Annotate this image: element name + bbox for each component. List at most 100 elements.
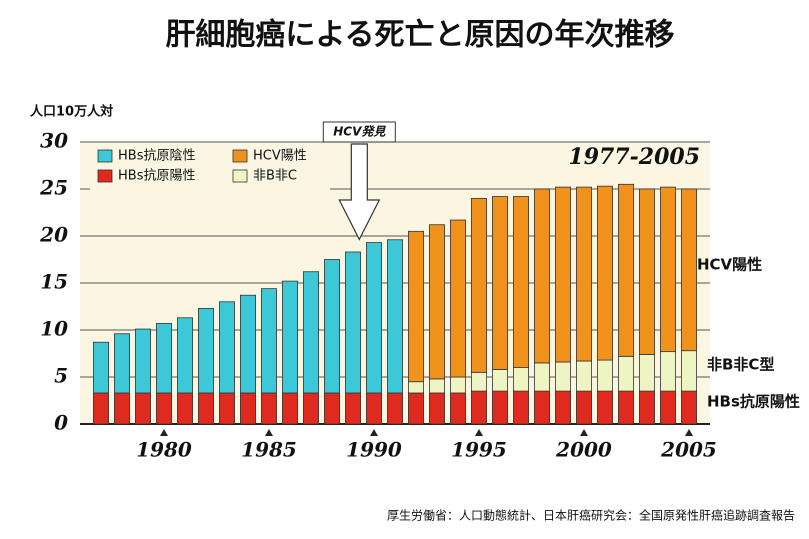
annotation-box bbox=[322, 121, 396, 143]
bar-segment bbox=[156, 392, 172, 425]
bar-segment bbox=[408, 230, 424, 383]
x-tick-label: 1995 bbox=[451, 438, 507, 462]
bar-segment bbox=[471, 390, 487, 425]
bar-segment bbox=[492, 390, 508, 425]
x-tick-label: 2000 bbox=[555, 438, 612, 462]
bar-segment bbox=[513, 390, 529, 425]
bar-segment bbox=[219, 392, 235, 425]
legend-label: HBs抗原陽性 bbox=[118, 169, 195, 184]
bar-segment bbox=[450, 219, 466, 378]
legend-swatch bbox=[97, 169, 113, 183]
y-axis-label: 人口10万人対 bbox=[30, 104, 113, 120]
bar-segment bbox=[261, 392, 277, 425]
y-tick-label: 30 bbox=[40, 129, 68, 153]
x-tick-mark bbox=[160, 429, 168, 436]
bar-segment bbox=[639, 354, 655, 392]
bar-segment bbox=[576, 186, 592, 362]
legend-swatch bbox=[97, 149, 113, 163]
bar-segment bbox=[660, 390, 676, 425]
bar-segment bbox=[492, 369, 508, 392]
bar-segment bbox=[282, 280, 298, 394]
bar-segment bbox=[639, 390, 655, 425]
bar-segment bbox=[177, 392, 193, 425]
x-tick-label: 1980 bbox=[136, 438, 192, 462]
bar-segment bbox=[576, 360, 592, 392]
x-tick-label: 1990 bbox=[346, 438, 402, 462]
bar-segment bbox=[471, 371, 487, 392]
bar-segment bbox=[555, 390, 571, 425]
bar-segment bbox=[597, 359, 613, 392]
bar-segment bbox=[324, 259, 340, 394]
bar-segment bbox=[114, 392, 130, 425]
bar-segment bbox=[534, 188, 550, 364]
legend-label: HCV陽性 bbox=[253, 149, 307, 164]
x-tick-mark bbox=[370, 429, 378, 436]
bar-segment bbox=[219, 301, 235, 394]
bar-segment bbox=[240, 294, 256, 394]
bar-segment bbox=[345, 251, 361, 394]
chart-title: 肝細胞癌による死亡と原因の年次推移 bbox=[165, 18, 674, 53]
source: 厚生労働省：人口動態統計、日本肝癌研究会：全国原発性肝癌追跡調査報告 bbox=[387, 508, 795, 523]
bar-segment bbox=[366, 392, 382, 425]
bar-segment bbox=[534, 390, 550, 425]
y-tick-label: 20 bbox=[39, 223, 68, 247]
bar-segment bbox=[555, 361, 571, 392]
bar-segment bbox=[114, 333, 130, 394]
bar-segment bbox=[261, 288, 277, 394]
bar-segment bbox=[198, 307, 214, 394]
y-tick-label: 15 bbox=[40, 270, 68, 294]
bar-segment bbox=[93, 341, 109, 394]
x-tick-mark bbox=[685, 429, 693, 436]
y-tick-label: 25 bbox=[39, 176, 68, 200]
legend-box bbox=[90, 146, 330, 190]
bar-segment bbox=[618, 390, 634, 425]
bar-segment bbox=[135, 392, 151, 425]
x-tick-mark bbox=[265, 429, 273, 436]
bar-segment bbox=[93, 392, 109, 425]
subtitle: 1977-2005 bbox=[568, 144, 700, 170]
bar-segment bbox=[387, 239, 403, 394]
x-tick-label: 2005 bbox=[660, 438, 717, 462]
bar-segment bbox=[660, 351, 676, 392]
bar-segment bbox=[303, 271, 319, 394]
bar-segment bbox=[597, 185, 613, 361]
annotation-arrow bbox=[338, 143, 381, 241]
bar-segment bbox=[429, 224, 445, 380]
bar-segment bbox=[240, 392, 256, 425]
bar-segment bbox=[387, 392, 403, 425]
y-tick-label: 0 bbox=[54, 411, 68, 435]
bar-segment bbox=[429, 392, 445, 425]
bar-segment bbox=[408, 392, 424, 425]
bar-segment bbox=[618, 355, 634, 392]
bar-segment bbox=[681, 188, 697, 352]
bar-segment bbox=[282, 392, 298, 425]
bar-segment bbox=[681, 390, 697, 425]
bar-segment bbox=[639, 188, 655, 355]
legend-swatch bbox=[232, 149, 248, 163]
bar-segment bbox=[303, 392, 319, 425]
bar-segment bbox=[408, 381, 424, 394]
bar-segment bbox=[177, 317, 193, 394]
bar-segment bbox=[450, 392, 466, 425]
bar-segment bbox=[471, 197, 487, 373]
bar-segment bbox=[513, 196, 529, 369]
y-tick-label: 5 bbox=[54, 364, 68, 388]
bar-segment bbox=[156, 323, 172, 394]
bar-segment bbox=[366, 242, 382, 394]
legend-swatch bbox=[232, 169, 248, 183]
bar-segment bbox=[534, 362, 550, 392]
bar-segment bbox=[681, 350, 697, 392]
right-label: 非B非C型 bbox=[707, 356, 774, 374]
right-label: HCV陽性 bbox=[697, 256, 762, 274]
x-tick-mark bbox=[475, 429, 483, 436]
bar-segment bbox=[660, 186, 676, 353]
legend-label: HBs抗原陰性 bbox=[118, 149, 195, 164]
bar-segment bbox=[135, 328, 151, 394]
bar-segment bbox=[198, 392, 214, 425]
bar-segment bbox=[345, 392, 361, 425]
bar-segment bbox=[324, 392, 340, 425]
bar-segment bbox=[492, 196, 508, 370]
bar-segment bbox=[429, 378, 445, 394]
right-label: HBs抗原陽性 bbox=[707, 393, 800, 411]
